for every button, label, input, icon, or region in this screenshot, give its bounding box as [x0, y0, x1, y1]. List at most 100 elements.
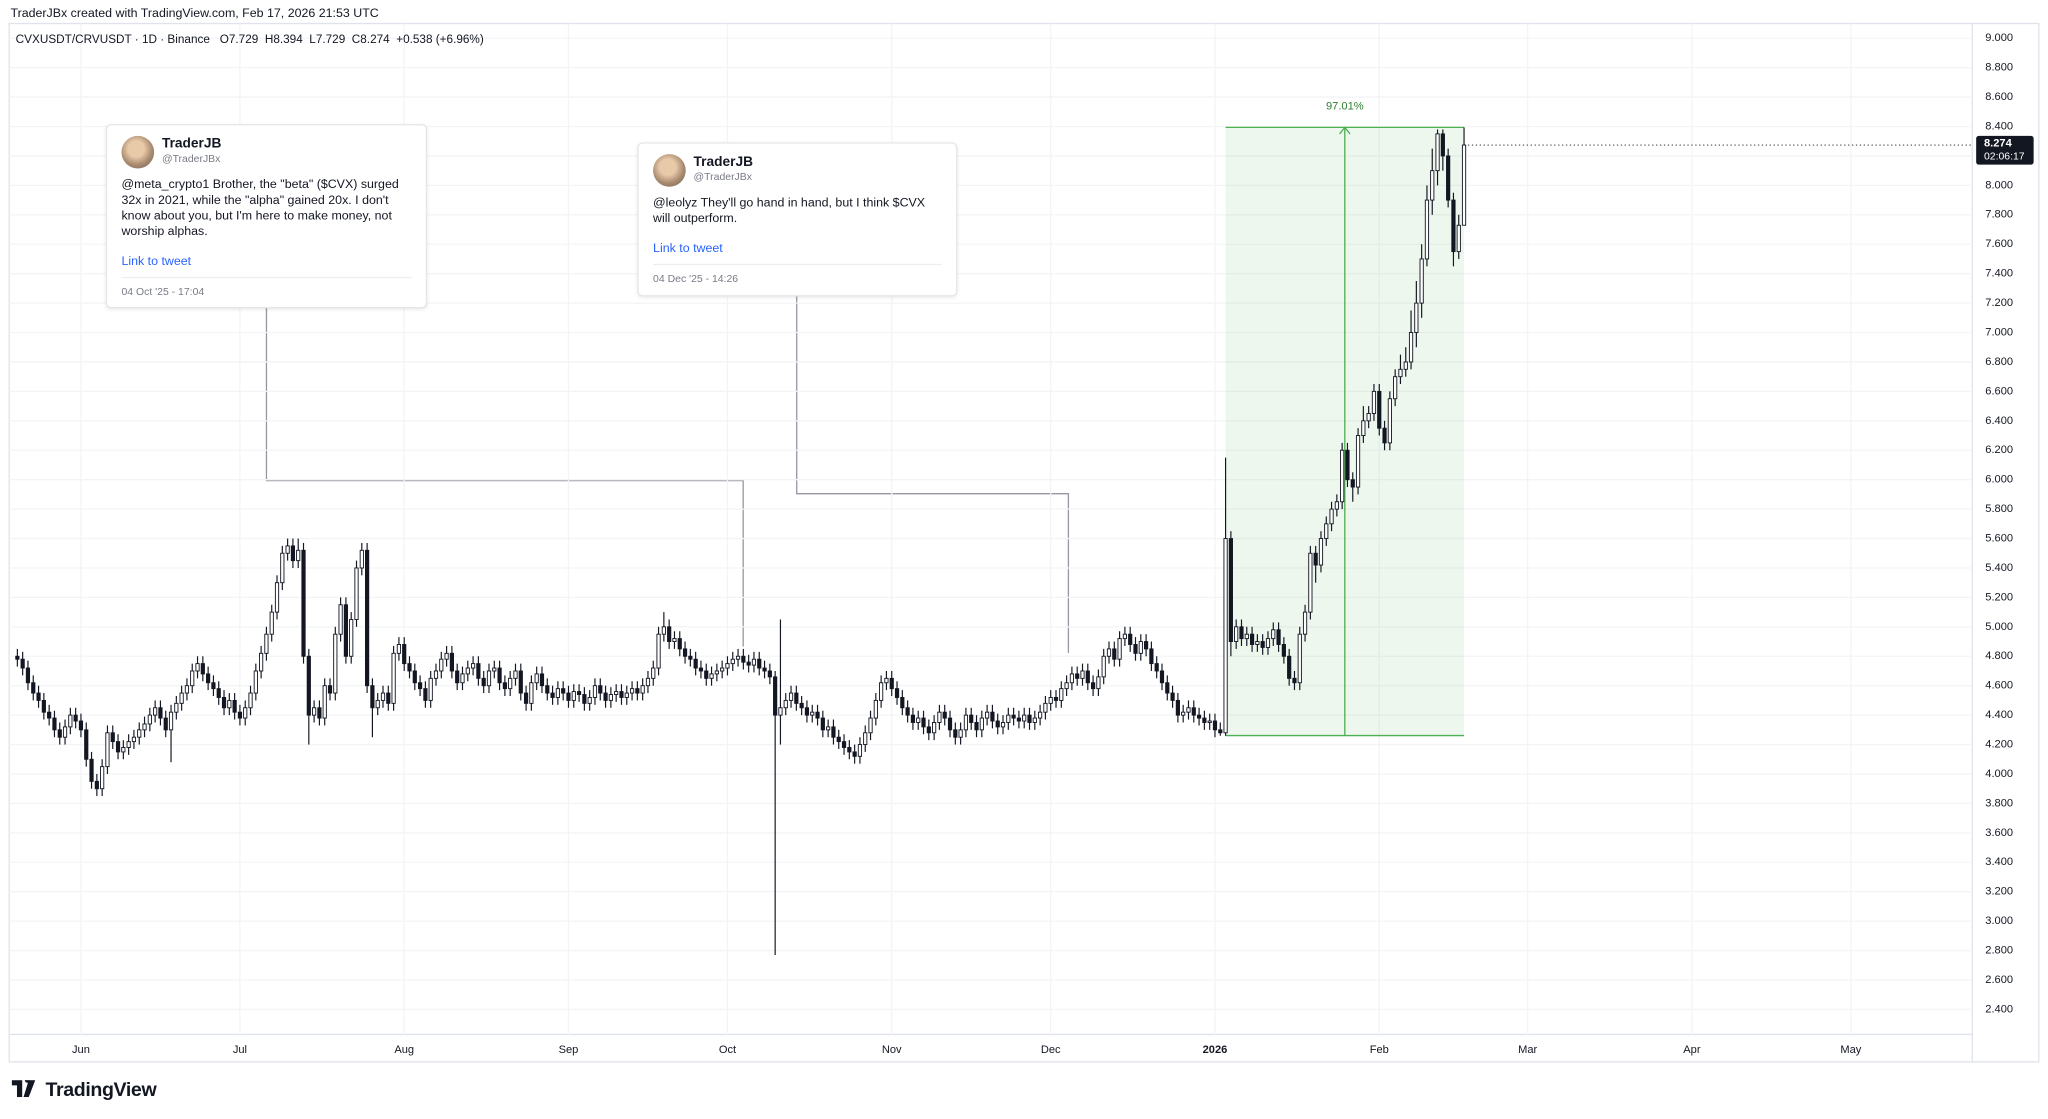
candle-body — [1334, 501, 1339, 510]
candle-body — [1446, 155, 1451, 201]
candle-body — [1196, 714, 1202, 719]
candle-body — [820, 717, 825, 731]
candle-body — [571, 691, 576, 701]
candle-body — [937, 711, 942, 723]
y-tick-label: 6.400 — [1985, 415, 2013, 427]
candle-body — [539, 673, 545, 687]
candle-body — [1143, 641, 1149, 650]
candle-body — [894, 688, 900, 698]
candle-body — [386, 692, 391, 704]
candle-body — [232, 699, 237, 713]
candle-body — [1006, 714, 1011, 723]
candle-body — [788, 692, 794, 701]
candle-body — [1361, 420, 1366, 436]
y-tick-label: 7.800 — [1985, 209, 2013, 221]
candle-body — [1451, 199, 1456, 253]
candle-body — [826, 726, 831, 731]
chart-frame — [8, 22, 2040, 1063]
candle-body — [921, 717, 926, 728]
candle-body — [550, 692, 555, 698]
x-tick-label: Jul — [233, 1044, 247, 1056]
candle-body — [725, 663, 730, 669]
candle-body — [402, 644, 407, 665]
candle-body — [333, 633, 338, 694]
candle-body — [1064, 682, 1069, 690]
y-tick-label: 5.600 — [1985, 532, 2013, 544]
candle-body — [1138, 641, 1143, 654]
y-tick-label: 9.000 — [1985, 32, 2013, 44]
candle-body — [1345, 449, 1350, 481]
candle-body — [1249, 633, 1255, 645]
candle-body — [1435, 133, 1440, 172]
candle-body — [1297, 633, 1302, 684]
y-tick-label: 8.400 — [1985, 120, 2013, 132]
tweet-link[interactable]: Link to tweet — [653, 241, 723, 256]
y-tick-label: 3.400 — [1985, 856, 2013, 868]
candle-body — [449, 652, 454, 672]
candle-body — [380, 692, 386, 701]
candle-body — [237, 711, 243, 719]
candle-body — [359, 549, 364, 569]
candle-body — [555, 688, 560, 698]
candle-body — [1403, 361, 1408, 370]
candle-body — [253, 670, 258, 694]
candle-body — [640, 685, 645, 694]
candle-body — [1175, 699, 1180, 716]
candle-body — [523, 692, 529, 704]
candle-body — [603, 692, 608, 701]
tweet-date: 04 Oct '25 - 17:04 — [121, 286, 205, 298]
candle-body — [168, 711, 174, 731]
y-tick-label: 6.600 — [1985, 385, 2013, 397]
candle-body — [126, 741, 131, 748]
candle-body — [100, 766, 105, 790]
candle-body — [1430, 170, 1435, 201]
candle-body — [248, 692, 253, 709]
candle-body — [810, 711, 815, 716]
x-tick-label: Sep — [559, 1044, 579, 1056]
y-tick-label: 3.200 — [1985, 886, 2013, 898]
candle-body — [1016, 717, 1022, 722]
candle-body — [433, 670, 439, 679]
candle-body — [200, 663, 205, 675]
y-tick-label: 7.600 — [1985, 238, 2013, 250]
candle-body — [995, 720, 1000, 728]
candle-body — [243, 707, 248, 719]
candle-body — [1080, 670, 1085, 679]
candle-body — [873, 699, 878, 719]
candle-body — [529, 682, 534, 704]
candle-body — [614, 691, 619, 695]
candle-body — [953, 729, 958, 738]
candle-body — [762, 667, 767, 672]
price-tag-value: 8.274 — [1984, 138, 2013, 150]
candle-body — [1287, 655, 1292, 679]
candle-body — [121, 747, 126, 753]
tweet-handle: @TraderJBx — [693, 171, 752, 183]
candle-body — [89, 758, 94, 782]
candle-body — [656, 633, 661, 669]
candle-body — [1011, 714, 1016, 719]
candle-body — [1117, 638, 1122, 660]
candle-body — [1276, 629, 1281, 645]
candle-body — [486, 670, 492, 687]
tweet-link[interactable]: Link to tweet — [121, 254, 192, 270]
candle-body — [312, 707, 317, 716]
callout-line — [796, 296, 1070, 654]
candle-body — [778, 707, 783, 716]
candle-body — [439, 658, 444, 672]
candle-body — [799, 702, 804, 709]
candle-body — [1398, 368, 1403, 378]
candle-body — [1461, 144, 1467, 226]
candle-body — [841, 741, 847, 748]
measure-arrowhead — [1339, 126, 1351, 135]
y-tick-label: 2.600 — [1985, 974, 2013, 986]
candle-body — [375, 699, 380, 709]
candle-body — [1085, 670, 1090, 684]
candle-body — [1170, 692, 1175, 701]
ohlc-value: +0.538 (+6.96%) — [396, 32, 484, 46]
candle-body — [561, 688, 566, 694]
candle-body — [815, 711, 820, 719]
tweet-card: TraderJB @TraderJBx @leolyz They'll go h… — [637, 142, 958, 297]
y-tick-label: 8.000 — [1985, 179, 2013, 191]
